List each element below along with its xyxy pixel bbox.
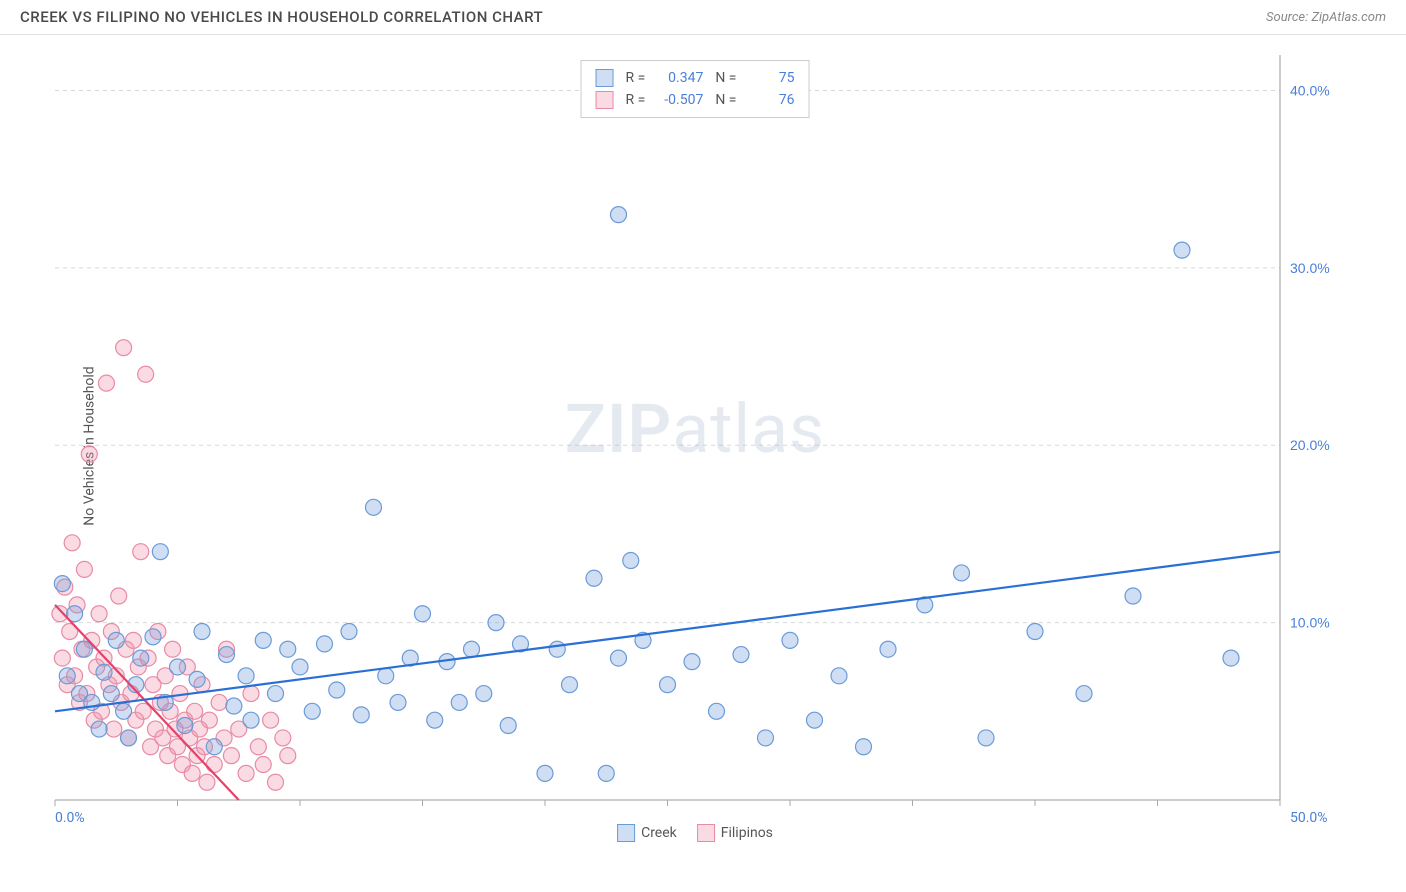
creek-n-value: 75 [744, 70, 794, 86]
svg-text:40.0%: 40.0% [1290, 82, 1330, 98]
legend: Creek Filipinos [617, 824, 773, 842]
stats-row-creek: R = 0.347 N = 75 [596, 67, 795, 89]
chart-source: Source: ZipAtlas.com [1266, 10, 1386, 25]
swatch-filipinos [596, 91, 614, 109]
svg-text:30.0%: 30.0% [1290, 260, 1330, 276]
stats-box: R = 0.347 N = 75 R = -0.507 N = 76 [581, 60, 810, 118]
creek-r-value: 0.347 [653, 70, 703, 86]
svg-text:50.0%: 50.0% [1290, 810, 1328, 826]
chart-header: CREEK VS FILIPINO NO VEHICLES IN HOUSEHO… [0, 0, 1406, 35]
chart-area: 10.0%20.0%30.0%40.0%0.0%50.0% ZIPatlas R… [50, 50, 1340, 840]
swatch-creek [596, 69, 614, 87]
svg-text:20.0%: 20.0% [1290, 437, 1330, 453]
swatch-creek-icon [617, 824, 635, 842]
svg-text:10.0%: 10.0% [1290, 615, 1330, 631]
legend-item-filipinos: Filipinos [697, 824, 773, 842]
legend-item-creek: Creek [617, 824, 677, 842]
scatter-plot: 10.0% 20.0% 30.0% 40.0% 0.0% 50.0% [50, 50, 1340, 840]
filipinos-r-value: -0.507 [653, 92, 703, 108]
stats-row-filipinos: R = -0.507 N = 76 [596, 89, 795, 111]
filipinos-n-value: 76 [744, 92, 794, 108]
svg-text:0.0%: 0.0% [55, 810, 85, 826]
chart-title: CREEK VS FILIPINO NO VEHICLES IN HOUSEHO… [20, 8, 543, 26]
swatch-filipinos-icon [697, 824, 715, 842]
